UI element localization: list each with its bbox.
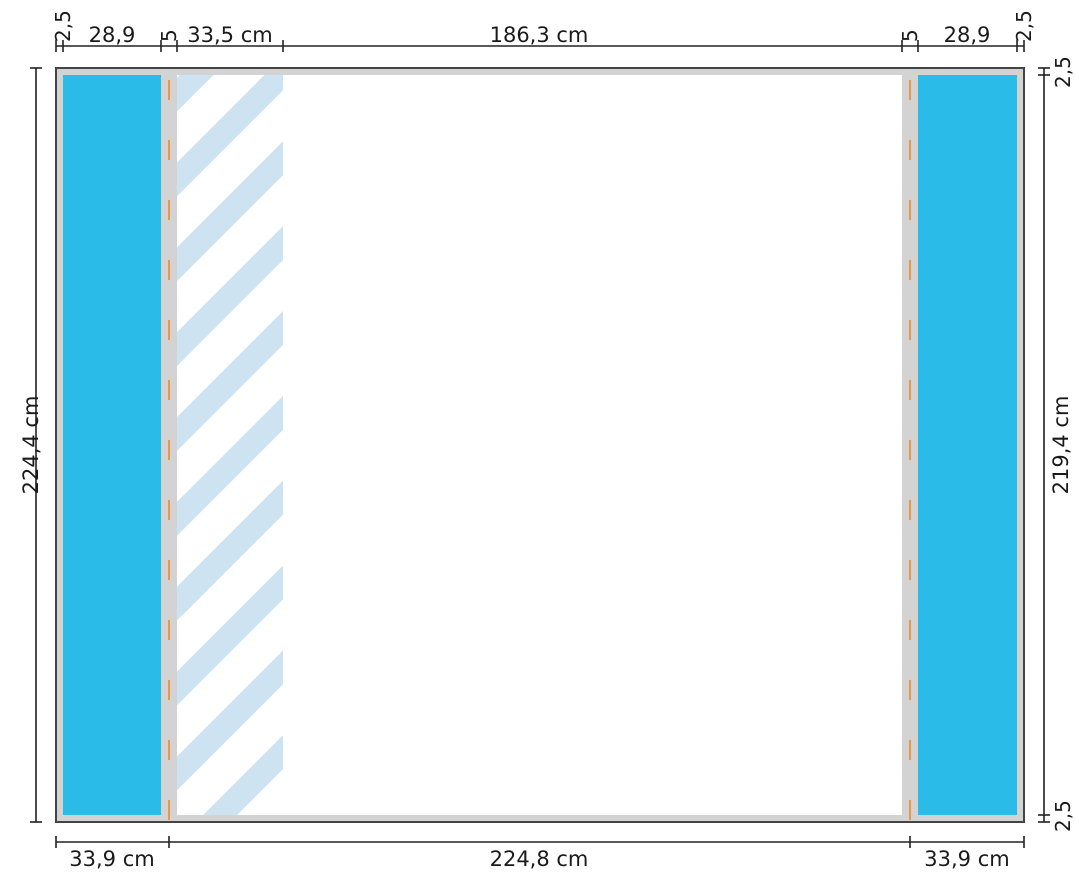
left-dimension: 224,4 cm [19, 67, 43, 823]
top-center-label: 186,3 cm [490, 23, 589, 47]
right-panel [918, 75, 1017, 815]
top-panel-right-label: 28,9 [944, 23, 991, 47]
top-fold-right-label: 5 [898, 29, 922, 42]
top-margin-left-label: 2,5 [51, 10, 75, 42]
left-total-label: 224,4 cm [19, 396, 43, 495]
top-panel-left-label: 28,9 [89, 23, 136, 47]
top-fold-left-label: 5 [157, 29, 181, 42]
right-margin-top-label: 2,5 [1051, 56, 1075, 88]
inner-area [177, 75, 902, 815]
right-dimension: 2,5 219,4 cm 2,5 [1038, 56, 1075, 832]
right-margin-bottom-label: 2,5 [1051, 800, 1075, 832]
top-dimension: 2,5 28,9 5 33,5 cm 186,3 cm 5 28,9 2,5 [51, 10, 1036, 52]
bottom-right-label: 33,9 cm [924, 847, 1009, 871]
bottom-center-label: 224,8 cm [490, 847, 589, 871]
right-inner-label: 219,4 cm [1049, 396, 1073, 495]
bottom-dimension: 33,9 cm 224,8 cm 33,9 cm [55, 836, 1025, 871]
hatched-flap [177, 75, 283, 815]
top-margin-right-label: 2,5 [1012, 10, 1036, 42]
top-flap-left-label: 33,5 cm [187, 23, 272, 47]
bottom-left-label: 33,9 cm [69, 847, 154, 871]
left-panel [63, 75, 161, 815]
